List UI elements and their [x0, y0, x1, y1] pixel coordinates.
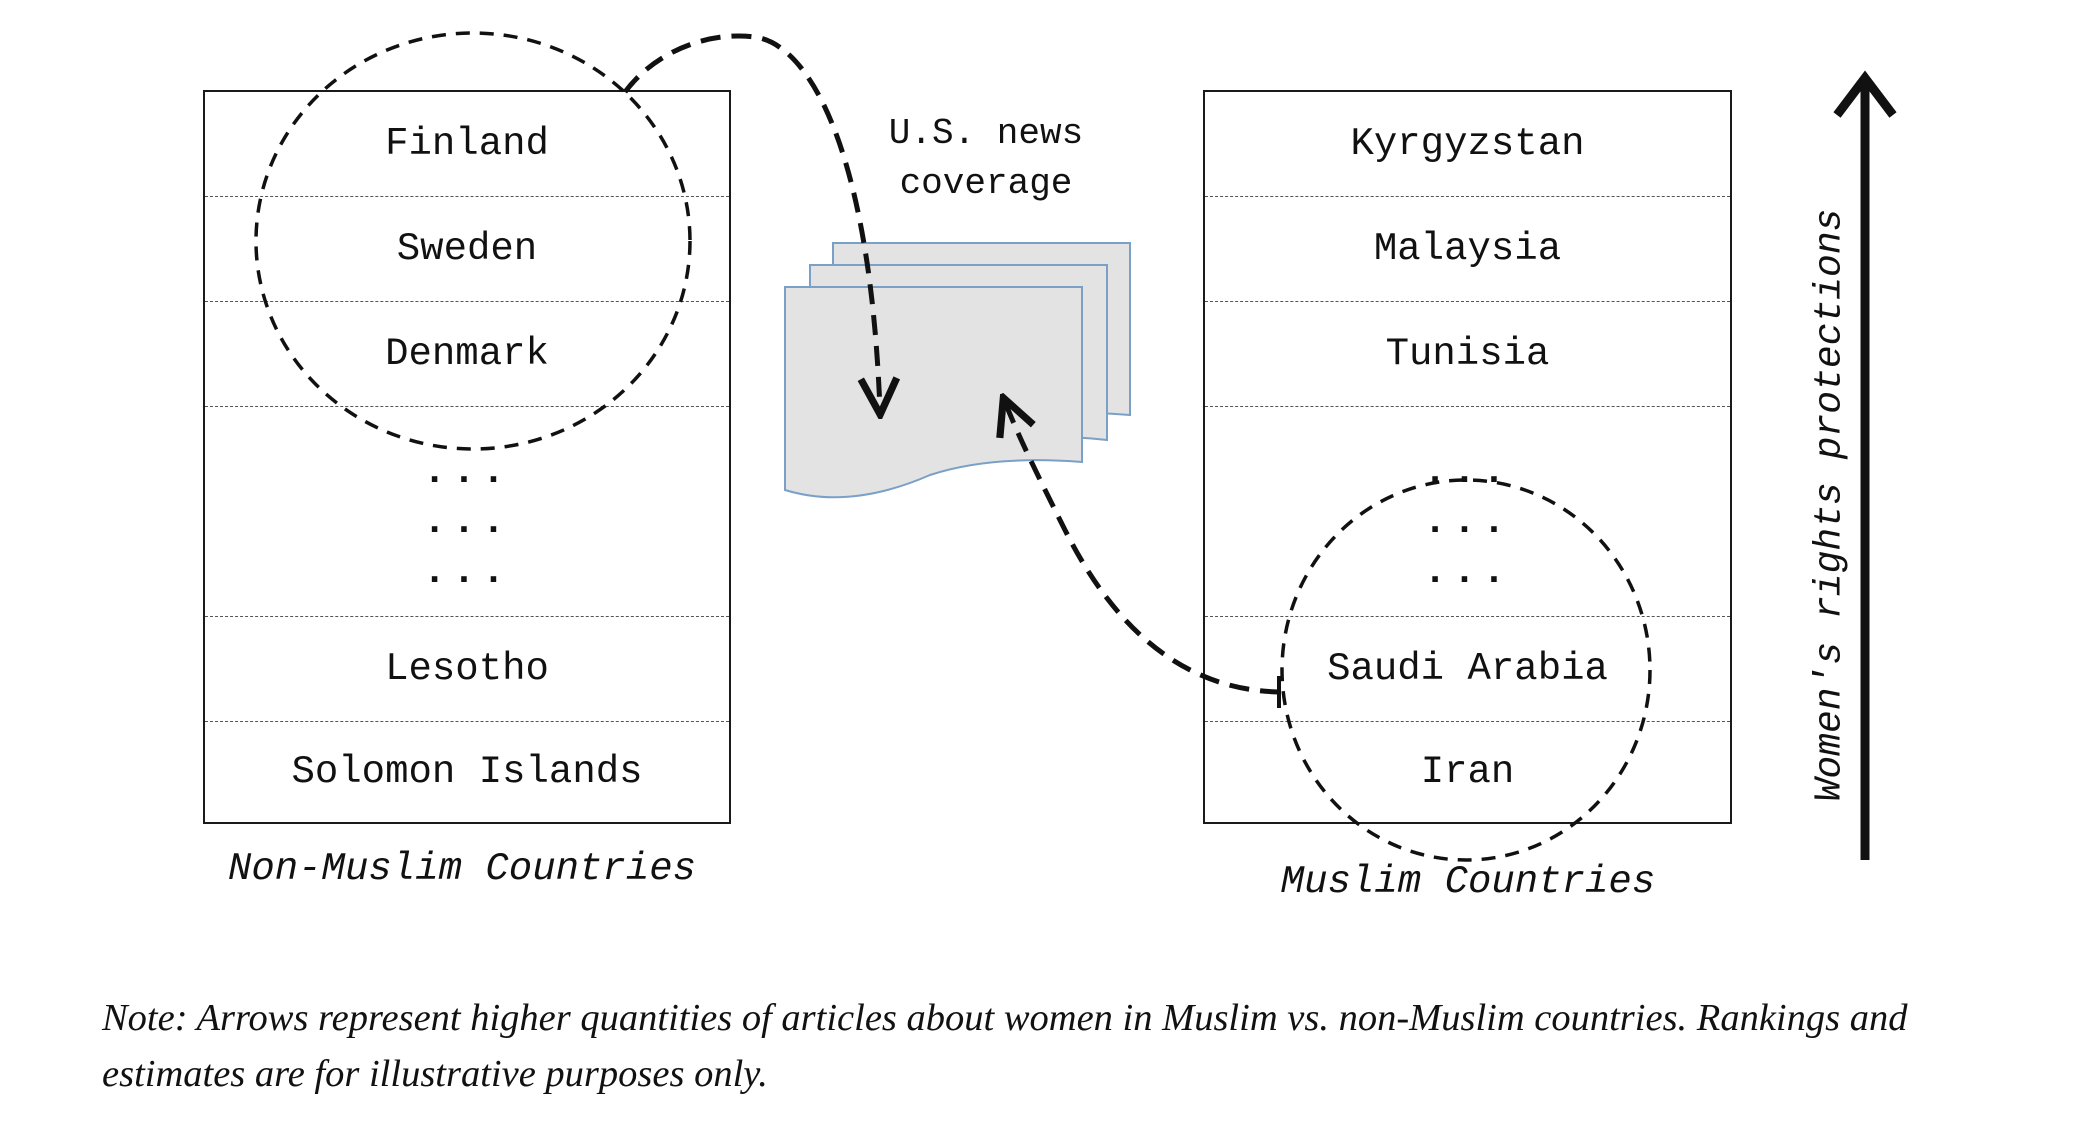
- ellipsis-row: ... ... ...: [205, 406, 729, 616]
- ellipsis-row: ... ... ...: [1205, 406, 1730, 616]
- vertical-arrow-icon: [1833, 70, 1897, 860]
- dashed-circle-left: [254, 31, 692, 451]
- table-row: Denmark: [205, 301, 729, 406]
- table-row: Finland: [205, 92, 729, 196]
- dashed-circle-right: [1280, 478, 1652, 862]
- dashed-arrow-icon: [1005, 402, 1281, 695]
- table-row: Solomon Islands: [205, 721, 729, 822]
- table-row: Kyrgyzstan: [1205, 92, 1730, 196]
- right-table-caption: Muslim Countries: [1280, 860, 1656, 904]
- table-row: Tunisia: [1205, 301, 1730, 406]
- country-label: Malaysia: [1373, 227, 1562, 271]
- country-label: Lesotho: [385, 647, 549, 691]
- country-label: Kyrgyzstan: [1350, 122, 1585, 166]
- country-label: Iran: [1420, 750, 1515, 794]
- figure-note: Note: Arrows represent higher quantities…: [102, 997, 1908, 1095]
- table-row: Lesotho: [205, 616, 729, 721]
- coverage-label: U.S. news coverage: [889, 109, 1083, 209]
- country-label: Denmark: [385, 332, 549, 376]
- country-label: Tunisia: [1385, 332, 1550, 376]
- muslim-countries-table: Kyrgyzstan Malaysia Tunisia ... ... ... …: [1203, 90, 1732, 824]
- coverage-label-line: U.S. news: [888, 113, 1084, 154]
- coverage-label-line: coverage: [899, 163, 1073, 204]
- table-row: Iran: [1205, 721, 1730, 822]
- non-muslim-countries-table: Finland Sweden Denmark ... ... ... Lesot…: [203, 90, 731, 824]
- table-row: Saudi Arabia: [1205, 616, 1730, 721]
- country-label: Sweden: [396, 227, 538, 271]
- left-table-caption: Non-Muslim Countries: [227, 847, 697, 891]
- ellipsis: ... ... ...: [1423, 449, 1512, 594]
- country-label: Saudi Arabia: [1327, 647, 1608, 691]
- country-label: Finland: [385, 122, 549, 166]
- ellipsis: ... ... ...: [422, 449, 512, 594]
- document-stack-icon: [784, 242, 1131, 499]
- table-row: Sweden: [205, 196, 729, 301]
- table-row: Malaysia: [1205, 196, 1730, 301]
- country-label: Solomon Islands: [291, 750, 643, 794]
- dashed-arrow-icon: [622, 33, 880, 410]
